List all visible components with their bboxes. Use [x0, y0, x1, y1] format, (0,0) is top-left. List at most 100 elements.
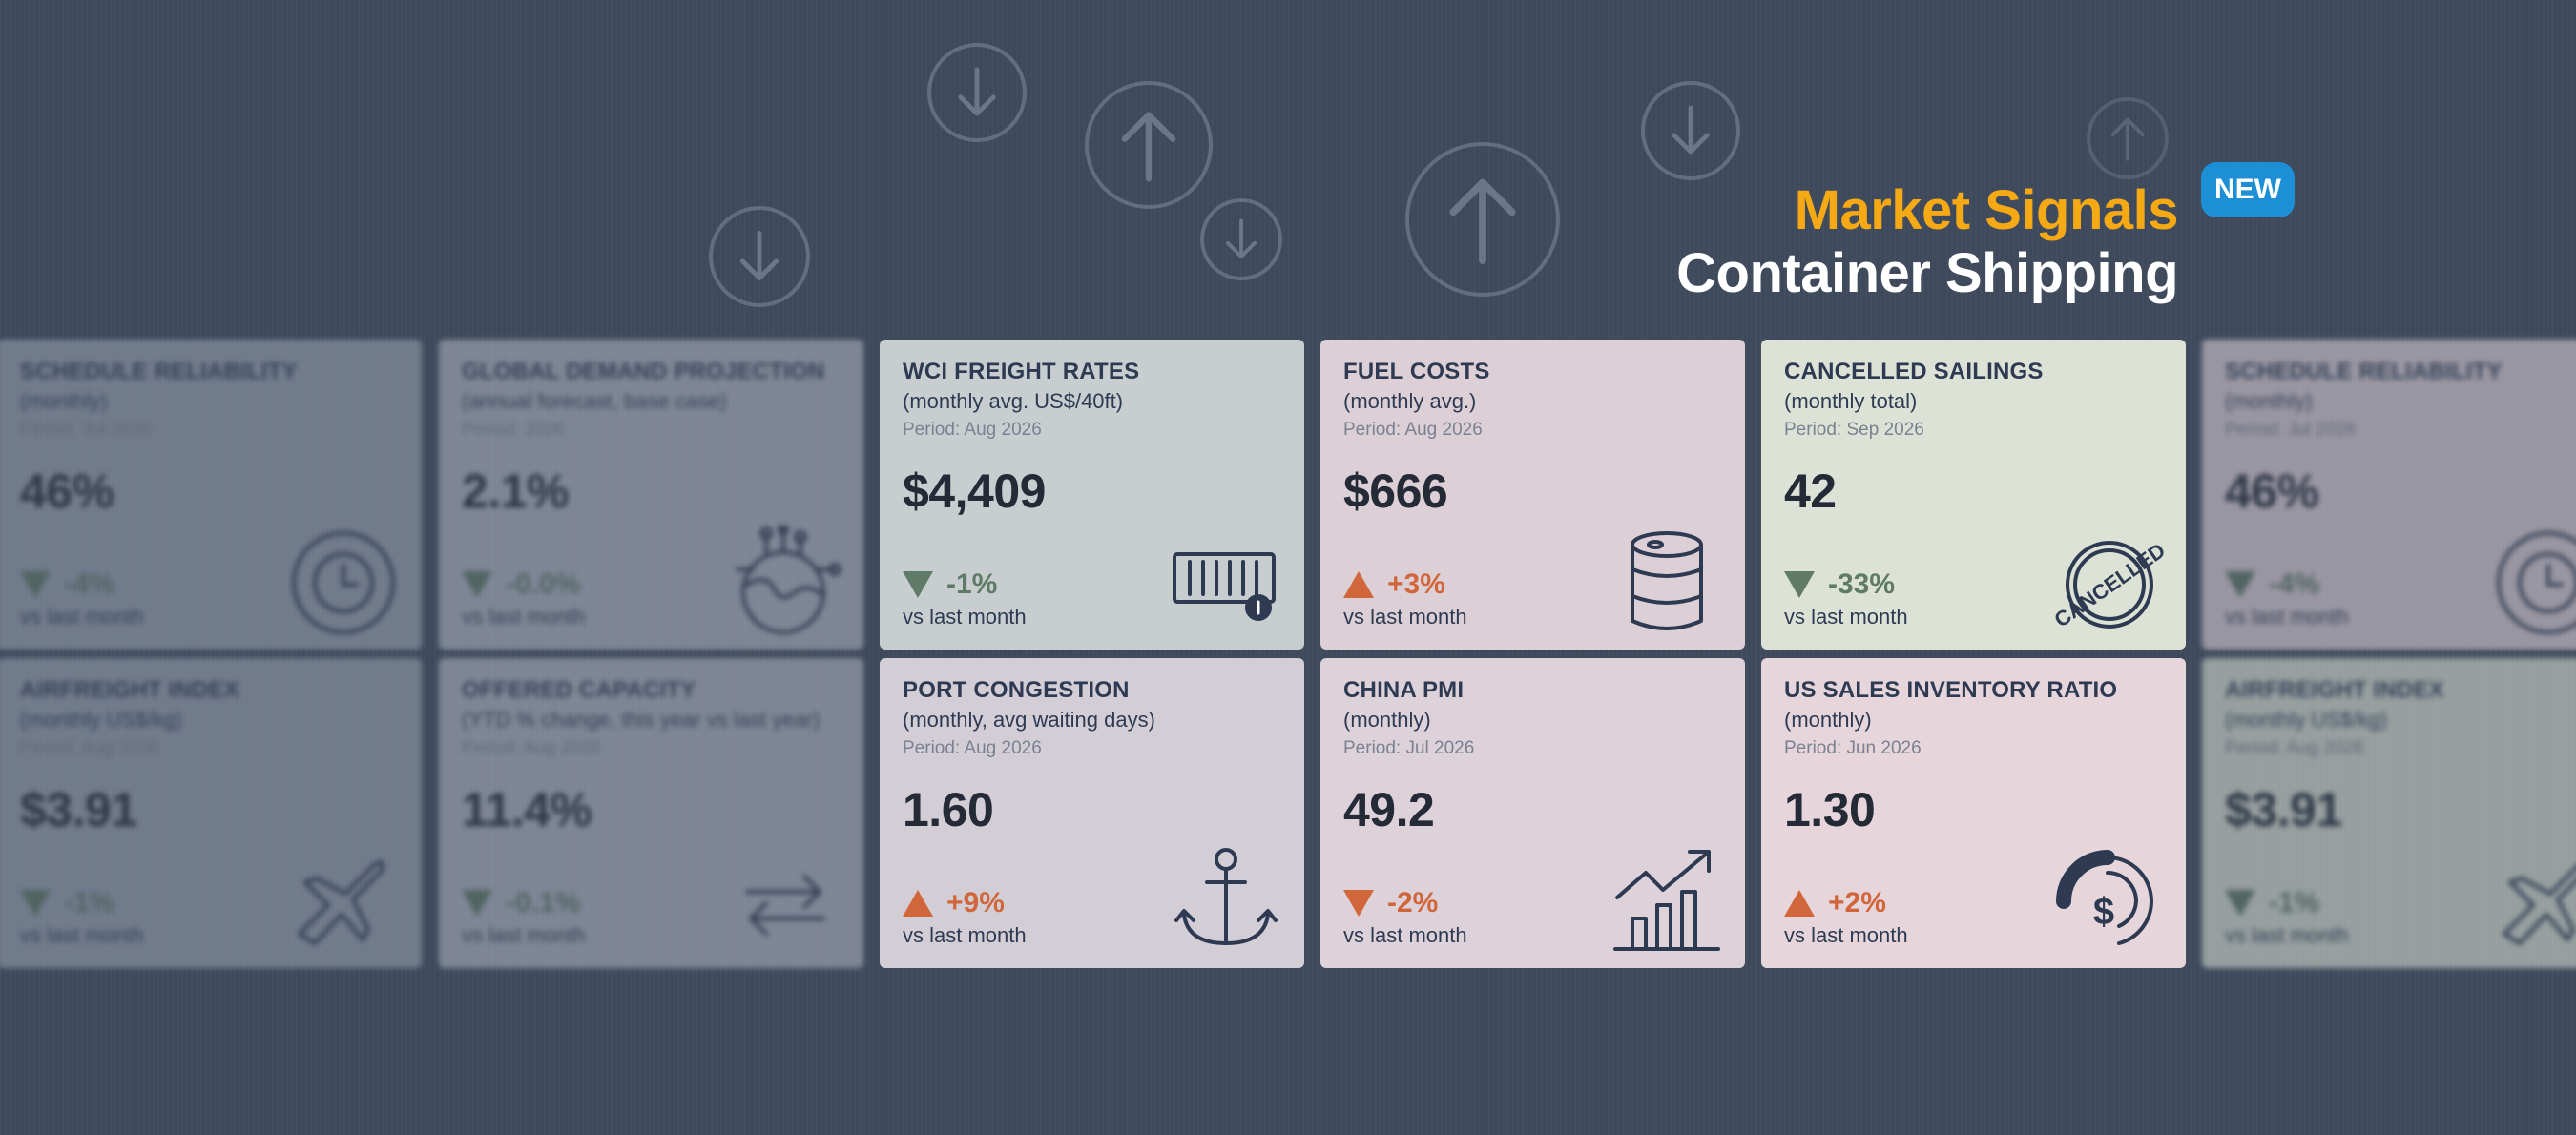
- arrow-up-circle-icon: [2087, 97, 2169, 179]
- card-period: Period: Aug 2026: [903, 738, 1042, 758]
- card-change: -1%: [903, 568, 997, 601]
- card-comparison-label: vs last month: [462, 923, 586, 947]
- card-value: $3.91: [20, 783, 137, 836]
- signal-card-airfreight-index[interactable]: AIRFREIGHT INDEX (monthly US$/kg) Period: …: [2202, 658, 2576, 968]
- globe-network-icon: [728, 524, 842, 640]
- card-value: 2.1%: [462, 464, 569, 518]
- card-comparison-label: vs last month: [20, 605, 144, 629]
- card-title: GLOBAL DEMAND PROJECTION: [462, 359, 825, 384]
- card-value: 11.4%: [462, 783, 592, 836]
- change-value: +3%: [1387, 568, 1445, 600]
- card-title: AIRFREIGHT INDEX: [2225, 677, 2444, 703]
- card-value: $666: [1343, 464, 1448, 518]
- card-change: -0.1%: [462, 887, 580, 919]
- card-comparison-label: vs last month: [462, 605, 586, 629]
- card-period: Period: Aug 2026: [1343, 420, 1483, 440]
- card-subtitle: (monthly): [1784, 708, 1872, 732]
- card-period: Period: Jul 2026: [20, 420, 152, 440]
- signal-card-schedule-reliability[interactable]: SCHEDULE RELIABILITY (monthly) Period: Jul…: [2202, 340, 2576, 650]
- card-value: 42: [1784, 464, 1837, 518]
- card-subtitle: (monthly total): [1784, 389, 1918, 413]
- card-change: -1%: [20, 887, 114, 919]
- signal-card-airfreight-index[interactable]: AIRFREIGHT INDEX (monthly US$/kg) Period: …: [0, 658, 422, 968]
- card-change: -4%: [2225, 568, 2319, 601]
- card-change: +2%: [1784, 887, 1886, 919]
- new-badge: NEW: [2201, 162, 2295, 217]
- card-value: $3.91: [2225, 783, 2342, 836]
- card-change: +9%: [903, 887, 1005, 919]
- card-change: -1%: [2225, 887, 2319, 919]
- card-title: OFFERED CAPACITY: [462, 677, 696, 703]
- change-value: -0.1%: [506, 887, 581, 918]
- svg-text:$: $: [2093, 891, 2114, 933]
- signal-card-cancelled-sailings[interactable]: CANCELLED SAILINGS (monthly total) Period:…: [1761, 340, 2186, 650]
- trend-down-icon: [903, 571, 933, 598]
- signal-card-wci-freight-rates[interactable]: WCI FREIGHT RATES (monthly avg. US$/40ft)…: [880, 340, 1304, 650]
- card-value: $4,409: [903, 464, 1046, 518]
- card-comparison-label: vs last month: [20, 923, 144, 947]
- page-title: Market Signals Container Shipping: [1676, 179, 2178, 305]
- growth-chart-icon: [1610, 844, 1724, 959]
- signal-card-schedule-reliability[interactable]: SCHEDULE RELIABILITY (monthly) Period: Jul…: [0, 340, 422, 650]
- change-value: -4%: [64, 568, 115, 600]
- card-subtitle: (monthly US$/kg): [2225, 708, 2387, 732]
- arrow-down-circle-icon: [927, 43, 1027, 142]
- card-comparison-label: vs last month: [1784, 605, 1908, 629]
- card-change: -33%: [1784, 568, 1895, 601]
- card-period: Period: Sep 2026: [1784, 420, 1924, 440]
- card-period: Period: Aug 2026: [903, 420, 1042, 440]
- card-change: -4%: [20, 568, 114, 601]
- card-title: FUEL COSTS: [1343, 359, 1490, 384]
- card-comparison-label: vs last month: [903, 923, 1027, 947]
- card-comparison-label: vs last month: [1784, 923, 1908, 947]
- cancelled-stamp-icon: CANCELLED: [2050, 526, 2170, 640]
- signal-card-fuel-costs[interactable]: FUEL COSTS (monthly avg.) Period: Aug 2026…: [1320, 340, 1745, 650]
- change-value: -1%: [946, 568, 998, 600]
- card-title: SCHEDULE RELIABILITY: [2225, 359, 2503, 384]
- card-subtitle: (monthly): [20, 389, 108, 413]
- clock-icon: [286, 526, 401, 640]
- arrow-down-circle-icon: [709, 206, 810, 307]
- card-title: AIRFREIGHT INDEX: [20, 677, 239, 703]
- card-period: Period: Jun 2026: [1784, 738, 1922, 758]
- card-title: CANCELLED SAILINGS: [1784, 359, 2044, 384]
- card-subtitle: (annual forecast, base case): [462, 389, 727, 413]
- card-period: Period: Aug 2026: [20, 738, 159, 758]
- change-value: -33%: [1828, 568, 1896, 600]
- signal-card-global-demand-projection[interactable]: GLOBAL DEMAND PROJECTION (annual forecast…: [439, 340, 863, 650]
- card-comparison-label: vs last month: [903, 605, 1027, 629]
- change-value: -1%: [64, 887, 115, 918]
- signal-card-china-pmi[interactable]: CHINA PMI (monthly) Period: Jul 2026 49.2 -2…: [1320, 658, 1745, 968]
- oil-barrel-icon: [1610, 526, 1724, 640]
- card-title: CHINA PMI: [1343, 677, 1465, 703]
- signal-card-port-congestion[interactable]: PORT CONGESTION (monthly, avg waiting day…: [880, 658, 1304, 968]
- card-value: 1.60: [903, 783, 994, 836]
- card-value: 49.2: [1343, 783, 1435, 836]
- title-market-signals: Market Signals: [1794, 179, 2179, 241]
- card-period: Period: 2026: [462, 420, 565, 440]
- signal-card-offered-capacity[interactable]: OFFERED CAPACITY (YTD % change, this year…: [439, 658, 863, 968]
- title-container-shipping: Container Shipping: [1676, 242, 2178, 304]
- card-value: 46%: [20, 464, 114, 518]
- change-value: +2%: [1828, 887, 1886, 918]
- trend-down-icon: [462, 571, 492, 598]
- card-period: Period: Aug 2026: [462, 738, 601, 758]
- card-comparison-label: vs last month: [1343, 923, 1467, 947]
- card-period: Period: Jul 2026: [2225, 420, 2357, 440]
- trend-up-icon: [903, 890, 933, 917]
- signal-card-us-sales-inventory-ratio[interactable]: US SALES INVENTORY RATIO (monthly) Period:…: [1761, 658, 2186, 968]
- card-value: 46%: [2225, 464, 2319, 518]
- arrow-up-circle-icon: [1405, 142, 1560, 297]
- card-subtitle: (monthly US$/kg): [20, 708, 182, 732]
- change-value: -2%: [1387, 887, 1439, 918]
- card-subtitle: (monthly): [1343, 708, 1431, 732]
- change-value: -4%: [2269, 568, 2320, 600]
- card-title: SCHEDULE RELIABILITY: [20, 359, 298, 384]
- airplane-icon: [286, 844, 401, 959]
- trend-down-icon: [2225, 571, 2255, 598]
- card-change: -0.0%: [462, 568, 580, 601]
- card-comparison-label: vs last month: [1343, 605, 1467, 629]
- card-title: US SALES INVENTORY RATIO: [1784, 677, 2118, 703]
- anchor-icon: [1169, 844, 1283, 959]
- card-comparison-label: vs last month: [2225, 923, 2349, 947]
